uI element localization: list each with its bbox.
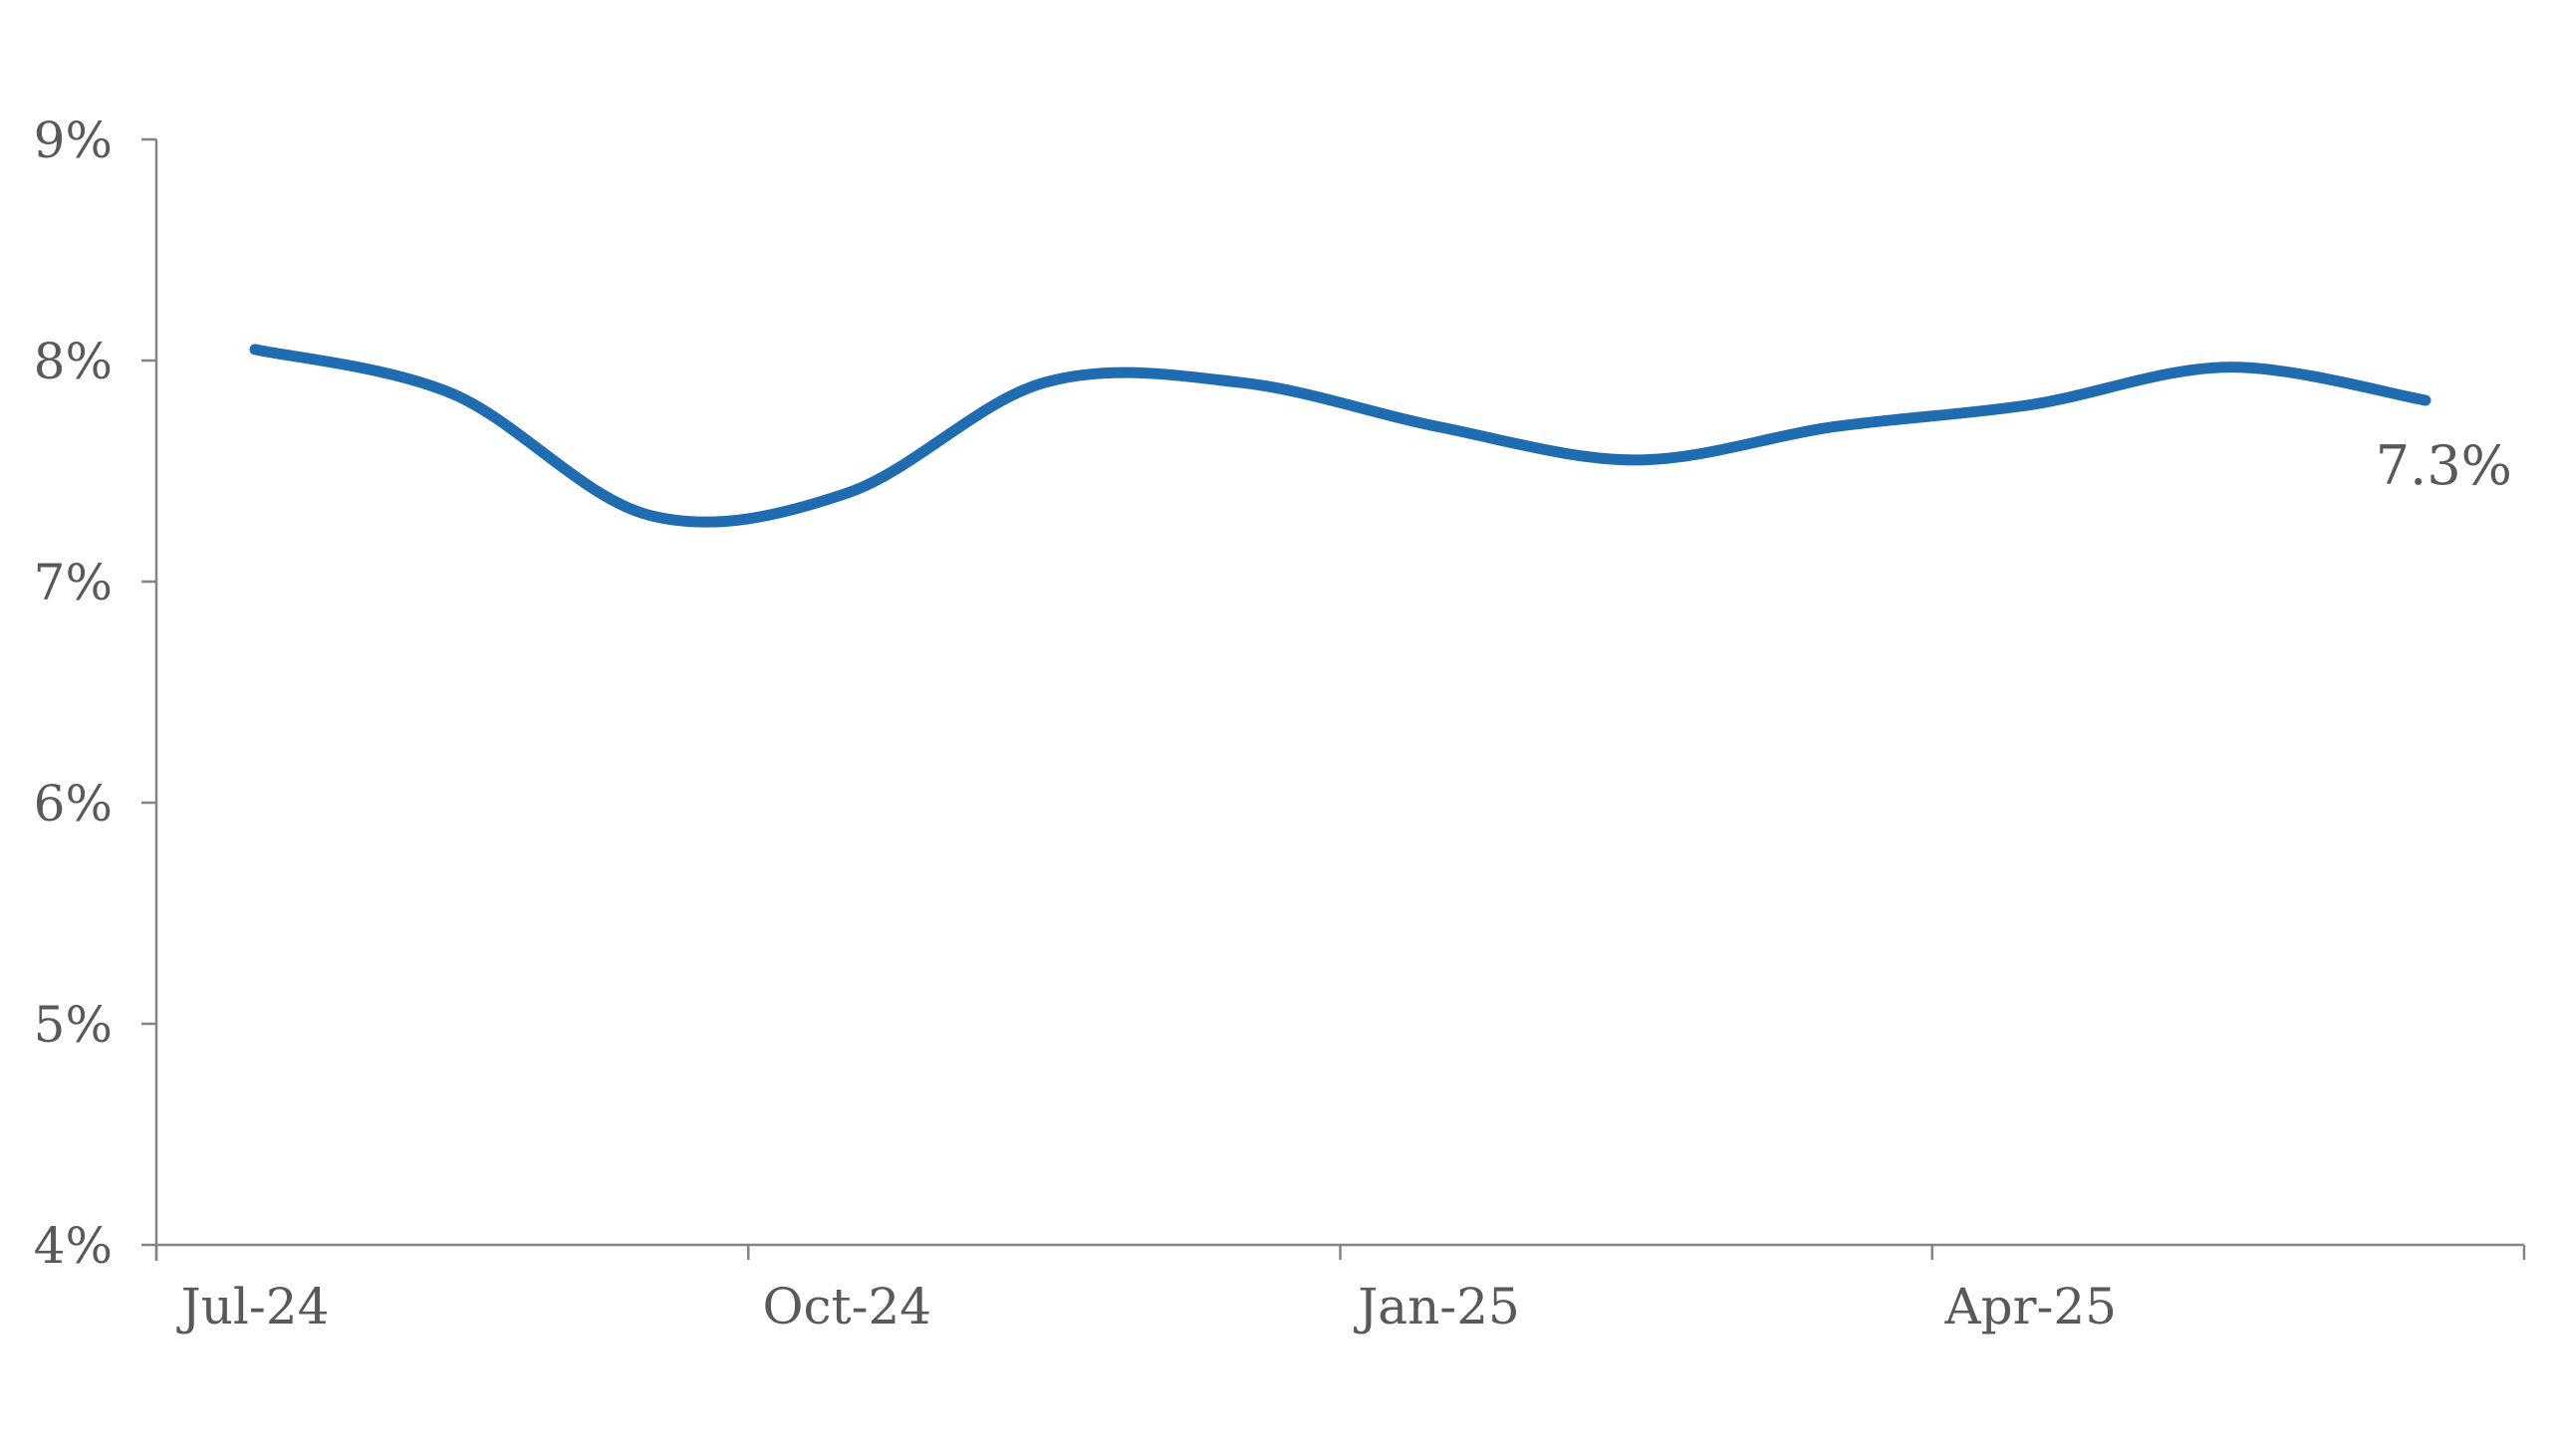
x-tick-label: Oct-24 bbox=[762, 1278, 931, 1335]
x-tick-label: Jan-25 bbox=[1353, 1278, 1520, 1335]
y-axis bbox=[141, 137, 158, 1261]
last-value-label: 7.3% bbox=[2376, 434, 2512, 497]
x-tick-label: Apr-25 bbox=[1944, 1278, 2118, 1335]
y-tick-labels: 4% 5% 6% 7% 8% 9% bbox=[34, 112, 113, 1275]
x-axis bbox=[154, 1243, 2526, 1260]
x-tick-label: Jul-24 bbox=[176, 1278, 330, 1335]
x-tick-labels: Jul-24 Oct-24 Jan-25 Apr-25 bbox=[176, 1278, 2117, 1335]
y-tick-label: 9% bbox=[34, 112, 113, 169]
y-tick-label: 6% bbox=[34, 775, 113, 833]
y-tick-label: 4% bbox=[34, 1217, 113, 1275]
series-line bbox=[249, 344, 2431, 528]
y-tick-label: 7% bbox=[34, 554, 113, 611]
y-tick-label: 5% bbox=[34, 996, 113, 1054]
y-tick-label: 8% bbox=[34, 333, 113, 390]
series-group bbox=[249, 344, 2431, 528]
